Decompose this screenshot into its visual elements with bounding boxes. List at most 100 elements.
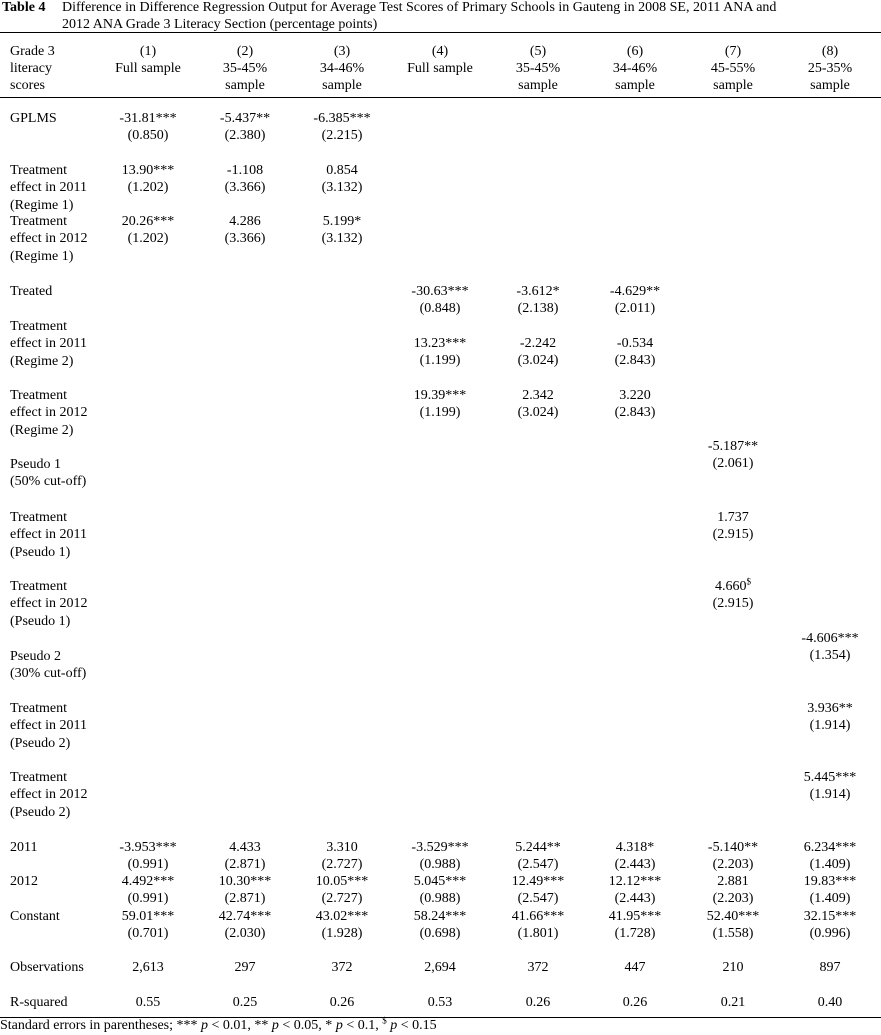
coefficient: 4.433 [229,840,261,855]
standard-error: (0.701) [127,926,169,942]
standard-error: (3.366) [224,180,266,196]
row-label: effect in 2012 [10,405,88,421]
row-label: Treatment [10,701,68,716]
standard-error: (1.928) [321,926,363,942]
row-label: 2011 [10,840,38,855]
coefficient: 41.95*** [608,909,662,924]
standard-error: (2.138) [517,301,559,317]
coefficient: 0.25 [232,995,258,1010]
row-label: GPLMS [10,111,57,126]
row-label: Treatment [10,163,68,178]
coefficient: 5.045*** [413,874,467,889]
column-header: Full sample [407,61,473,76]
standard-error: (0.988) [419,891,461,907]
standard-error: (0.848) [419,301,461,317]
coefficient: -3.953*** [119,840,177,855]
coefficient: 0.53 [427,995,453,1010]
coefficient: 4.492*** [121,874,175,889]
row-label: R-squared [10,995,68,1010]
coefficient: -0.534 [616,336,654,351]
caption-text: Difference in Difference Regression Outp… [62,0,777,15]
coefficient: 3.310 [326,840,358,855]
coefficient: 2,694 [424,960,456,975]
column-header: 25-35% [807,61,853,76]
row-label: Treatment [10,319,68,334]
standard-error: (3.366) [224,231,266,247]
standard-error: (2.380) [224,128,266,144]
row-label: (30% cut-off) [10,666,87,682]
standard-error: (2.443) [614,857,656,873]
header-rule [0,97,881,98]
row-label: (Pseudo 2) [10,804,71,820]
column-header: (6) [626,44,644,59]
coefficient: -5.187** [707,439,759,454]
coefficient: -2.242 [519,336,557,351]
column-header: 34-46% [319,61,365,76]
row-label: (Regime 2) [10,422,74,438]
standard-error: (0.991) [127,857,169,873]
column-header: Full sample [115,61,181,76]
standard-error: (3.024) [517,405,559,421]
row-label: Treatment [10,510,68,525]
column-header: (5) [529,44,547,59]
coefficient: -31.81*** [119,111,177,126]
coefficient: 52.40*** [706,909,760,924]
row-label: (Pseudo 1) [10,613,71,629]
standard-error: (0.996) [809,926,851,942]
footnote-part: p [390,1018,398,1033]
footnote-part: p [201,1018,208,1033]
row-label: effect in 2011 [10,336,87,352]
column-header: (7) [724,44,742,59]
coefficient: 41.66*** [511,909,565,924]
standard-error: (2.443) [614,891,656,907]
coefficient: 0.40 [817,995,843,1010]
row-label: (Pseudo 2) [10,735,71,751]
column-header: (2) [236,44,254,59]
standard-error: (2.030) [224,926,266,942]
top-rule [0,32,881,33]
coefficient: 372 [527,960,549,975]
row-label: effect in 2011 [10,718,87,734]
standard-error: (1.199) [419,405,461,421]
coefficient: 0.21 [720,995,746,1010]
coefficient: 12.12*** [608,874,662,889]
coefficient: 42.74*** [218,909,272,924]
coefficient: -5.140** [707,840,759,855]
header-label: scores [10,78,45,93]
standard-error: (1.409) [809,857,851,873]
standard-error: (0.850) [127,128,169,144]
coefficient: -5.437** [219,111,271,126]
column-header: (1) [139,44,157,59]
standard-error: (2.915) [712,596,754,612]
coefficient: 3.220 [619,388,651,403]
footnote-part: < 0.15 [397,1018,437,1033]
row-label: effect in 2011 [10,180,87,196]
standard-error: (2.203) [712,857,754,873]
coefficient: -4.629** [609,284,661,299]
coefficient: 32.15*** [803,909,857,924]
coefficient: 1.737 [717,510,749,525]
standard-error: (2.011) [614,301,656,317]
footnote-part: < 0.01, ** [208,1018,272,1033]
column-header: 35-45% [515,61,561,76]
footnote-part: < 0.1, [342,1018,383,1033]
coefficient: 0.854 [326,163,358,178]
row-label: Treatment [10,388,68,403]
row-label: Observations [10,960,84,975]
row-label: (Regime 2) [10,353,74,369]
coefficient: 10.30*** [218,874,272,889]
coefficient: 210 [722,960,744,975]
coefficient: 2,613 [132,960,164,975]
column-header: (3) [333,44,351,59]
standard-error: (1.914) [809,718,851,734]
column-header: sample [518,78,558,93]
coefficient: -4.606*** [801,631,859,646]
standard-error: (2.061) [712,456,754,472]
row-label: effect in 2012 [10,596,88,612]
caption-label: Table 4 [2,0,46,15]
row-label: Pseudo 1 [10,457,61,472]
coefficient: 5.445*** [803,770,857,785]
row-label: Pseudo 2 [10,649,61,664]
coefficient: -6.385*** [313,111,371,126]
standard-error: (0.698) [419,926,461,942]
